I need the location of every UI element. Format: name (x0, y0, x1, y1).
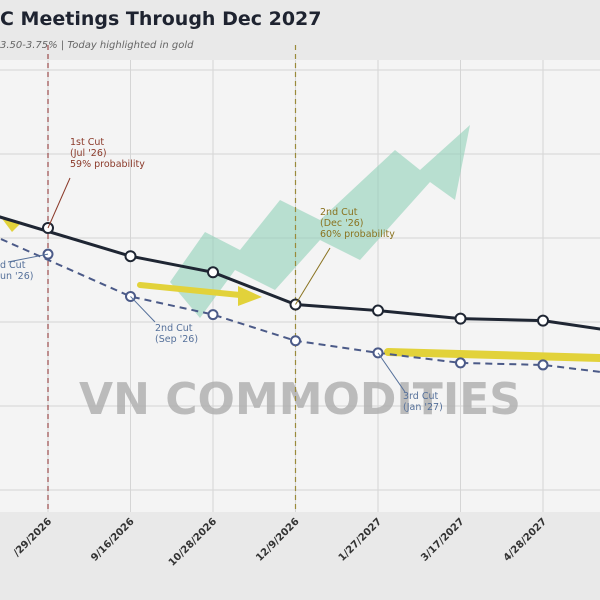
annotation-text: 3rd Cut (403, 391, 438, 402)
annotation-text: (Jul '26) (70, 148, 107, 159)
annotation-pointer (47, 177, 71, 229)
annotation-pointer (7, 253, 49, 263)
data-point (537, 359, 549, 371)
data-point (124, 250, 137, 263)
x-tick-label: 12/9/2026 (254, 516, 301, 563)
annotation-pointer (377, 352, 406, 393)
yellow-arrow-shaft (384, 348, 600, 362)
x-tick-label: 10/28/2026 (167, 516, 219, 568)
annotation-text: (Dec '26) (320, 218, 364, 229)
data-point (372, 304, 384, 317)
series-line-solid (0, 215, 600, 331)
watermark-logo (170, 125, 470, 318)
x-tick-label: 4/28/2027 (502, 516, 549, 563)
annotation-text: un '26) (0, 271, 33, 282)
annotation-pointer (130, 296, 156, 323)
data-point (537, 314, 549, 327)
data-point (207, 266, 219, 279)
chart-subtitle: 3.50-3.75% | Today highlighted in gold (0, 40, 194, 51)
annotation-pointer (295, 247, 331, 305)
data-point (454, 312, 467, 325)
annotation-text: 2nd Cut (155, 323, 193, 334)
annotation-text: (Sep '26) (155, 334, 198, 345)
yellow-arrow-shaft (137, 282, 253, 299)
data-point (290, 335, 301, 347)
x-tick-label: 1/27/2027 (337, 516, 384, 563)
annotation-text: 60% probability (320, 229, 395, 240)
yellow-arrow-head (238, 286, 262, 306)
chart-title: C Meetings Through Dec 2027 (0, 8, 322, 30)
watermark-text: VN COMMODITIES (79, 374, 521, 425)
annotation-text: 2nd Cut (320, 207, 358, 218)
data-point (455, 357, 466, 369)
x-tick-label: 9/16/2026 (89, 516, 136, 563)
annotation-text: 1st Cut (70, 137, 104, 148)
annotation-text: 59% probability (70, 159, 145, 170)
x-tick-label: /29/2026 (12, 516, 54, 558)
series-line-dashed (0, 237, 600, 373)
plot-area (0, 60, 600, 512)
annotation-text: d Cut (0, 260, 26, 271)
data-point (207, 309, 219, 321)
x-tick-label: 3/17/2027 (419, 516, 466, 563)
annotation-text: (Jan '27) (403, 402, 443, 413)
